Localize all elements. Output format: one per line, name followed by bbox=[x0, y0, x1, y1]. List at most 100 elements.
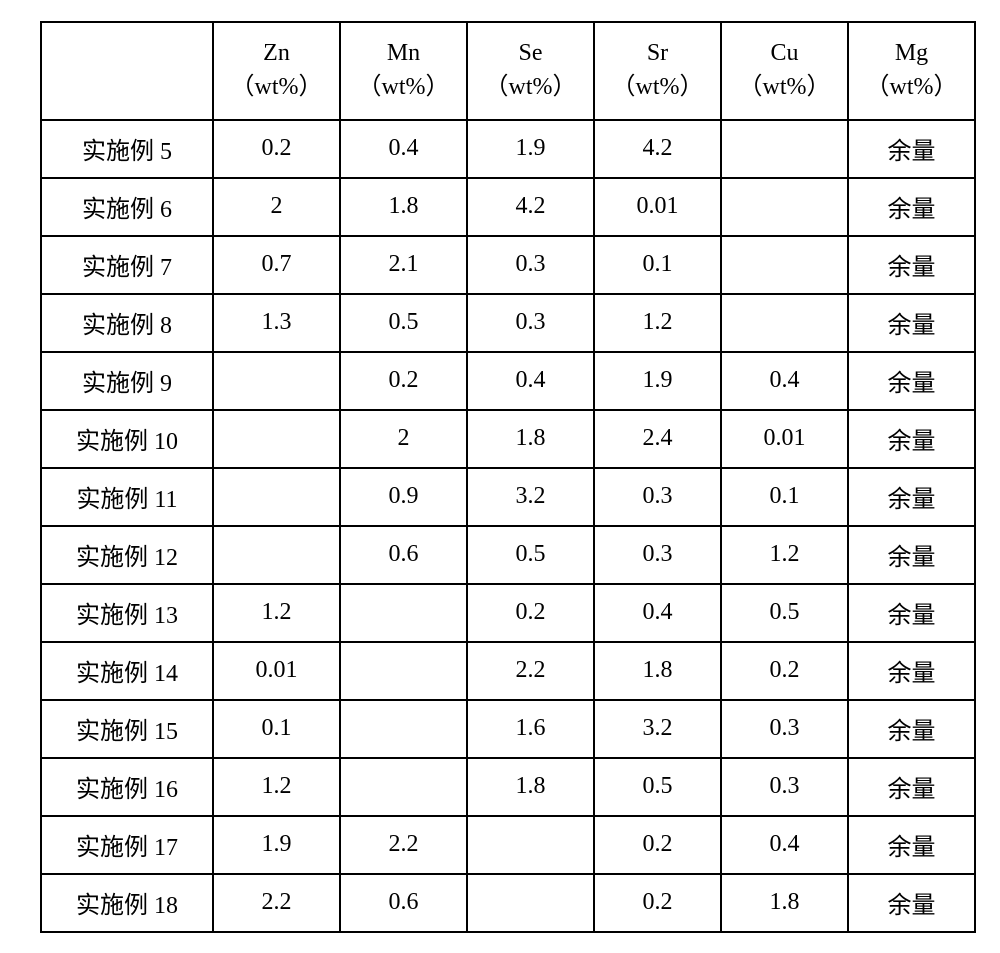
cell: 1.2 bbox=[213, 758, 340, 816]
cell: 2.1 bbox=[340, 236, 467, 294]
row-label: 实施例 5 bbox=[41, 120, 213, 178]
header-symbol: Se bbox=[468, 37, 593, 71]
header-mg: Mg （wt%） bbox=[848, 22, 975, 120]
composition-table-container: Zn （wt%） Mn （wt%） Se （wt%） Sr （wt%） Cu bbox=[40, 21, 960, 933]
table-row: 实施例 10 2 1.8 2.4 0.01 余量 bbox=[41, 410, 975, 468]
row-label: 实施例 8 bbox=[41, 294, 213, 352]
cell bbox=[721, 294, 848, 352]
cell bbox=[213, 526, 340, 584]
cell: 0.2 bbox=[213, 120, 340, 178]
cell bbox=[721, 236, 848, 294]
table-row: 实施例 14 0.01 2.2 1.8 0.2 余量 bbox=[41, 642, 975, 700]
cell: 余量 bbox=[848, 352, 975, 410]
header-zn: Zn （wt%） bbox=[213, 22, 340, 120]
header-unit: （wt%） bbox=[468, 71, 593, 105]
cell: 0.9 bbox=[340, 468, 467, 526]
cell: 0.4 bbox=[721, 816, 848, 874]
cell: 0.6 bbox=[340, 526, 467, 584]
cell: 0.7 bbox=[213, 236, 340, 294]
cell: 0.2 bbox=[467, 584, 594, 642]
cell: 余量 bbox=[848, 294, 975, 352]
table-row: 实施例 17 1.9 2.2 0.2 0.4 余量 bbox=[41, 816, 975, 874]
header-cu: Cu （wt%） bbox=[721, 22, 848, 120]
cell: 0.3 bbox=[721, 700, 848, 758]
cell: 余量 bbox=[848, 236, 975, 294]
row-label: 实施例 15 bbox=[41, 700, 213, 758]
table-row: 实施例 12 0.6 0.5 0.3 1.2 余量 bbox=[41, 526, 975, 584]
row-label: 实施例 13 bbox=[41, 584, 213, 642]
cell: 0.2 bbox=[721, 642, 848, 700]
header-symbol: Mn bbox=[341, 37, 466, 71]
cell: 1.2 bbox=[721, 526, 848, 584]
cell: 0.2 bbox=[340, 352, 467, 410]
table-row: 实施例 15 0.1 1.6 3.2 0.3 余量 bbox=[41, 700, 975, 758]
cell bbox=[213, 468, 340, 526]
cell: 0.3 bbox=[594, 468, 721, 526]
row-label: 实施例 6 bbox=[41, 178, 213, 236]
cell: 2 bbox=[213, 178, 340, 236]
cell bbox=[340, 700, 467, 758]
cell: 1.3 bbox=[213, 294, 340, 352]
cell: 0.1 bbox=[721, 468, 848, 526]
cell: 0.4 bbox=[467, 352, 594, 410]
cell: 0.01 bbox=[594, 178, 721, 236]
header-symbol: Sr bbox=[595, 37, 720, 71]
row-label: 实施例 14 bbox=[41, 642, 213, 700]
cell: 1.6 bbox=[467, 700, 594, 758]
row-label: 实施例 17 bbox=[41, 816, 213, 874]
cell bbox=[467, 816, 594, 874]
header-mn: Mn （wt%） bbox=[340, 22, 467, 120]
cell bbox=[213, 410, 340, 468]
cell: 0.6 bbox=[340, 874, 467, 932]
cell: 2 bbox=[340, 410, 467, 468]
header-symbol: Zn bbox=[214, 37, 339, 71]
cell: 0.5 bbox=[340, 294, 467, 352]
table-row: 实施例 5 0.2 0.4 1.9 4.2 余量 bbox=[41, 120, 975, 178]
cell: 余量 bbox=[848, 642, 975, 700]
cell: 2.2 bbox=[467, 642, 594, 700]
cell bbox=[340, 758, 467, 816]
cell bbox=[340, 642, 467, 700]
composition-table: Zn （wt%） Mn （wt%） Se （wt%） Sr （wt%） Cu bbox=[40, 21, 976, 933]
table-row: 实施例 11 0.9 3.2 0.3 0.1 余量 bbox=[41, 468, 975, 526]
cell: 0.5 bbox=[594, 758, 721, 816]
cell bbox=[467, 874, 594, 932]
row-label: 实施例 18 bbox=[41, 874, 213, 932]
cell: 3.2 bbox=[467, 468, 594, 526]
header-se: Se （wt%） bbox=[467, 22, 594, 120]
header-symbol: Cu bbox=[722, 37, 847, 71]
cell: 余量 bbox=[848, 526, 975, 584]
cell: 1.8 bbox=[340, 178, 467, 236]
cell: 0.3 bbox=[467, 236, 594, 294]
table-row: 实施例 6 2 1.8 4.2 0.01 余量 bbox=[41, 178, 975, 236]
cell: 0.5 bbox=[467, 526, 594, 584]
cell bbox=[213, 352, 340, 410]
header-sr: Sr （wt%） bbox=[594, 22, 721, 120]
cell: 0.4 bbox=[721, 352, 848, 410]
cell: 0.3 bbox=[594, 526, 721, 584]
cell: 0.3 bbox=[721, 758, 848, 816]
cell: 1.8 bbox=[467, 410, 594, 468]
cell: 0.01 bbox=[213, 642, 340, 700]
header-unit: （wt%） bbox=[214, 71, 339, 105]
cell: 余量 bbox=[848, 468, 975, 526]
header-unit: （wt%） bbox=[341, 71, 466, 105]
cell bbox=[340, 584, 467, 642]
header-unit: （wt%） bbox=[849, 71, 974, 105]
cell: 余量 bbox=[848, 120, 975, 178]
header-empty bbox=[41, 22, 213, 120]
row-label: 实施例 16 bbox=[41, 758, 213, 816]
table-row: 实施例 7 0.7 2.1 0.3 0.1 余量 bbox=[41, 236, 975, 294]
cell: 4.2 bbox=[594, 120, 721, 178]
cell: 0.2 bbox=[594, 874, 721, 932]
cell: 余量 bbox=[848, 700, 975, 758]
cell: 1.9 bbox=[467, 120, 594, 178]
cell: 0.5 bbox=[721, 584, 848, 642]
cell: 0.4 bbox=[594, 584, 721, 642]
cell: 2.2 bbox=[340, 816, 467, 874]
cell: 0.01 bbox=[721, 410, 848, 468]
cell: 0.1 bbox=[594, 236, 721, 294]
cell: 2.4 bbox=[594, 410, 721, 468]
cell: 3.2 bbox=[594, 700, 721, 758]
cell: 0.3 bbox=[467, 294, 594, 352]
